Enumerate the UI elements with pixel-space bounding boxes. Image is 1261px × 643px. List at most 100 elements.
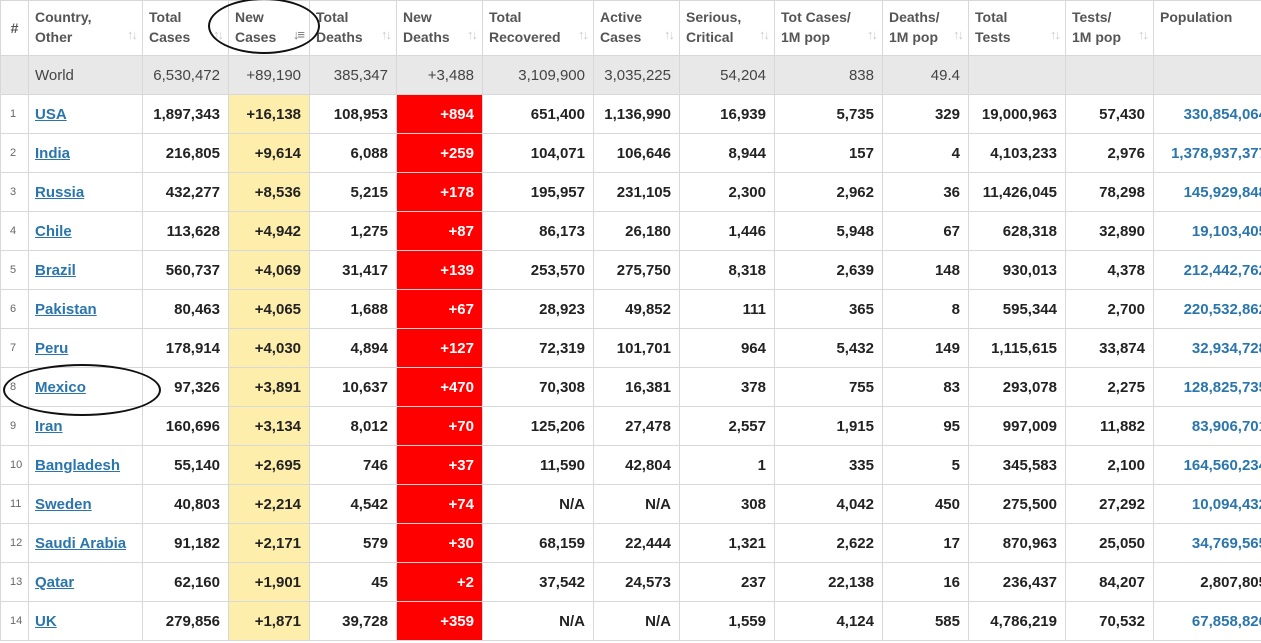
country-link[interactable]: Saudi Arabia [35,534,127,552]
table-row: 6 Pakistan 80,463 +4,065 1,688 +67 28,923 49,85… [0,289,1261,329]
cell-cases-per-m: 365 [774,289,883,329]
country-link[interactable]: USA [35,105,67,123]
cell-deaths-per-m: 4 [882,133,969,173]
cell-cases-per-m: 5,432 [774,328,883,368]
cell-num: 6 [0,289,29,329]
cell-new-cases: +89,190 [228,55,310,95]
header-new-cases[interactable]: New Cases ↓≡ [228,0,310,56]
header-cases-per-m[interactable]: Tot Cases/1M pop ↑↓ [774,0,883,56]
header-label-line2: Cases [600,29,642,45]
cell-new-deaths: +139 [396,250,483,290]
country-link[interactable]: Sweden [35,495,92,513]
cell-tests-per-m [1065,55,1154,95]
table-row: 11 Sweden 40,803 +2,214 4,542 +74 N/A N/A 308 4,0… [0,484,1261,524]
table-row: 13 Qatar 62,160 +1,901 45 +2 37,542 24,573 237 22… [0,562,1261,602]
header-serious[interactable]: Serious, Critical ↑↓ [679,0,775,56]
header-population[interactable]: Population [1153,0,1261,56]
country-link[interactable]: Pakistan [35,300,97,318]
country-link[interactable]: Mexico [35,378,86,396]
cell-active-cases: 101,701 [593,328,680,368]
cell-serious: 964 [679,328,775,368]
cell-total-cases: 178,914 [142,328,229,368]
cell-new-cases: +9,614 [228,133,310,173]
cell-serious: 54,204 [679,55,775,95]
cell-cases-per-m: 4,042 [774,484,883,524]
cell-total-cases: 560,737 [142,250,229,290]
header-deaths-per-m[interactable]: Deaths/1M pop ↑↓ [882,0,969,56]
cell-new-deaths: +127 [396,328,483,368]
sort-arrows-icon[interactable]: ↓≡ [292,27,305,42]
sort-arrows-icon[interactable]: ↑↓ [664,27,675,42]
header-label-line2: Cases [149,29,191,45]
header-tests-per-m[interactable]: Tests/1M pop ↑↓ [1065,0,1154,56]
cell-serious: 2,557 [679,406,775,446]
sort-arrows-icon[interactable]: ↑↓ [127,27,138,42]
header-label-line2: Critical [686,29,734,45]
cell-population [1153,55,1261,95]
cell-cases-per-m: 5,735 [774,94,883,134]
table-row: 8 Mexico 97,326 +3,891 10,637 +470 70,308 16,38… [0,367,1261,407]
cell-tests-per-m: 57,430 [1065,94,1154,134]
sort-arrows-icon[interactable]: ↑↓ [467,27,478,42]
header-total-recovered[interactable]: Total Recovered ↑↓ [482,0,594,56]
cell-total-deaths: 4,542 [309,484,397,524]
header-country[interactable]: Country, Other ↑↓ [28,0,143,56]
country-link[interactable]: Brazil [35,261,76,279]
cell-total-tests: 595,344 [968,289,1066,329]
cell-country: Bangladesh [28,445,143,485]
sort-arrows-icon[interactable]: ↑↓ [578,27,589,42]
cell-total-recovered: 72,319 [482,328,594,368]
cell-cases-per-m: 4,124 [774,601,883,641]
sort-arrows-icon[interactable]: ↑↓ [213,27,224,42]
cell-total-tests: 4,786,219 [968,601,1066,641]
header-label-line1: Tests/ [1072,9,1112,25]
country-link[interactable]: UK [35,612,57,630]
cell-total-deaths: 385,347 [309,55,397,95]
header-total-tests[interactable]: Total Tests ↑↓ [968,0,1066,56]
cell-cases-per-m: 2,622 [774,523,883,563]
header-total-cases[interactable]: Total Cases ↑↓ [142,0,229,56]
cell-tests-per-m: 84,207 [1065,562,1154,602]
cell-serious: 378 [679,367,775,407]
country-link[interactable]: Chile [35,222,72,240]
sort-arrows-icon[interactable]: ↑↓ [1138,27,1149,42]
cell-total-deaths: 108,953 [309,94,397,134]
country-link[interactable]: Russia [35,183,85,201]
cell-tests-per-m: 11,882 [1065,406,1154,446]
cell-new-cases: +4,030 [228,328,310,368]
cell-population: 128,825,735 [1153,367,1261,407]
cell-cases-per-m: 838 [774,55,883,95]
cell-total-recovered: 195,957 [482,172,594,212]
cell-serious: 16,939 [679,94,775,134]
country-link[interactable]: Peru [35,339,69,357]
cell-total-cases: 55,140 [142,445,229,485]
cell-population: 2,807,805 [1153,562,1261,602]
country-link[interactable]: Qatar [35,573,75,591]
cell-deaths-per-m: 450 [882,484,969,524]
country-link[interactable]: Iran [35,417,63,435]
cell-population: 67,858,826 [1153,601,1261,641]
cell-serious: 1,559 [679,601,775,641]
cell-tests-per-m: 78,298 [1065,172,1154,212]
table-row: 1 USA 1,897,343 +16,138 108,953 +894 651,400 1,… [0,94,1261,134]
sort-arrows-icon[interactable]: ↑↓ [1050,27,1061,42]
cell-country: Qatar [28,562,143,602]
header-new-deaths[interactable]: New Deaths ↑↓ [396,0,483,56]
cell-deaths-per-m: 16 [882,562,969,602]
sort-arrows-icon[interactable]: ↑↓ [381,27,392,42]
country-link[interactable]: Bangladesh [35,456,121,474]
cell-total-cases: 216,805 [142,133,229,173]
cell-total-tests: 997,009 [968,406,1066,446]
cell-serious: 111 [679,289,775,329]
header-active-cases[interactable]: Active Cases ↑↓ [593,0,680,56]
cell-serious: 8,318 [679,250,775,290]
header-total-deaths[interactable]: Total Deaths ↑↓ [309,0,397,56]
sort-arrows-icon[interactable]: ↑↓ [953,27,964,42]
sort-arrows-icon[interactable]: ↑↓ [759,27,770,42]
sort-arrows-icon[interactable]: ↑↓ [867,27,878,42]
country-link[interactable]: India [35,144,71,162]
cell-total-deaths: 31,417 [309,250,397,290]
cell-deaths-per-m: 49.4 [882,55,969,95]
cell-total-cases: 80,463 [142,289,229,329]
cell-active-cases: N/A [593,601,680,641]
